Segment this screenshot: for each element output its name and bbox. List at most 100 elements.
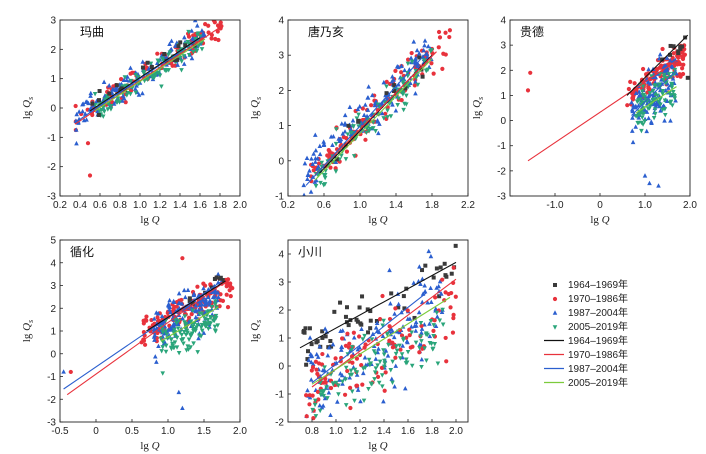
y-tick-label: -2	[275, 418, 284, 429]
data-point	[411, 280, 417, 285]
data-point	[197, 298, 203, 303]
data-point	[97, 89, 102, 94]
data-point	[398, 347, 403, 352]
data-point	[633, 124, 639, 129]
x-tick-label: 2.2	[461, 200, 475, 211]
data-point	[449, 271, 454, 276]
data-point	[431, 275, 436, 280]
data-point	[167, 41, 172, 46]
data-point	[322, 326, 328, 331]
data-point	[373, 356, 379, 361]
data-point	[387, 267, 392, 273]
data-point	[333, 169, 339, 174]
data-point	[321, 139, 326, 144]
data-point	[148, 61, 154, 66]
data-point	[361, 112, 367, 118]
data-point	[133, 73, 139, 78]
data-point	[348, 368, 354, 374]
fit-line-2005_line	[314, 58, 433, 181]
data-point	[382, 358, 387, 364]
data-point	[384, 91, 389, 96]
data-point	[374, 320, 380, 326]
data-point	[419, 326, 425, 331]
y-tick-label: -1	[275, 390, 284, 401]
data-point	[212, 324, 218, 330]
data-point	[633, 90, 639, 96]
y-tick-label: -1	[47, 372, 56, 383]
data-point	[201, 330, 207, 335]
data-point	[431, 333, 436, 339]
data-point	[425, 43, 431, 49]
data-point	[672, 67, 678, 73]
data-point	[201, 31, 207, 36]
data-point	[409, 330, 414, 335]
x-tick-label: 0.8	[305, 426, 319, 437]
x-tick-label: 0.8	[113, 200, 127, 211]
data-point	[375, 102, 381, 107]
data-point	[443, 30, 448, 35]
data-point	[678, 46, 683, 51]
y-tick-label: -2	[497, 166, 506, 177]
data-point	[133, 86, 138, 91]
data-point	[399, 70, 404, 75]
fit-line-2005_line	[160, 306, 219, 342]
data-point	[433, 323, 439, 328]
data-point	[369, 103, 374, 108]
data-point	[670, 55, 675, 61]
data-point	[152, 332, 158, 337]
data-point	[424, 51, 430, 57]
data-point	[642, 173, 648, 178]
data-point	[405, 61, 411, 66]
data-point	[361, 398, 367, 403]
data-point	[666, 72, 672, 77]
data-point	[338, 136, 344, 142]
data-point	[170, 324, 176, 329]
chart-panel-2: 0.2 0.6 1.0 1.4 1.8 2.2 -1 0 1 2 3 4 唐乃亥 lg Q lg Qs	[249, 16, 475, 227]
data-point	[84, 117, 89, 122]
data-point	[652, 111, 658, 117]
data-point	[188, 332, 193, 338]
data-point	[351, 330, 356, 335]
data-point	[400, 343, 405, 348]
data-point	[431, 71, 436, 76]
data-point	[365, 107, 371, 112]
data-point	[404, 286, 409, 291]
data-point	[354, 317, 359, 322]
data-point	[80, 108, 85, 114]
data-point	[426, 248, 432, 254]
data-point	[350, 360, 355, 365]
data-point	[388, 301, 393, 306]
data-point	[441, 51, 446, 56]
data-point	[351, 335, 357, 340]
data-point	[412, 315, 417, 320]
data-point	[347, 341, 352, 346]
data-point	[668, 118, 673, 123]
data-point	[328, 165, 333, 170]
data-point	[160, 58, 166, 63]
data-point	[165, 303, 171, 308]
data-point	[348, 385, 353, 390]
data-point	[140, 59, 146, 64]
data-point	[172, 321, 178, 327]
data-point	[674, 70, 679, 76]
data-point	[128, 91, 133, 97]
data-point	[422, 288, 428, 294]
data-point	[667, 100, 673, 106]
data-point	[181, 329, 187, 335]
data-point	[305, 387, 310, 393]
data-point	[379, 365, 385, 370]
legend-label: 2005–2019年	[568, 320, 628, 333]
data-point	[74, 111, 80, 117]
data-point	[174, 321, 179, 326]
data-point	[128, 71, 133, 76]
data-point	[326, 345, 332, 350]
data-point	[360, 370, 366, 376]
data-point	[179, 68, 184, 73]
y-axis-label: lg Qs	[249, 97, 263, 119]
data-point	[88, 93, 93, 98]
data-point	[655, 93, 660, 98]
data-point	[669, 83, 675, 88]
data-point	[181, 341, 186, 346]
data-point	[389, 376, 395, 381]
data-point	[390, 340, 395, 345]
